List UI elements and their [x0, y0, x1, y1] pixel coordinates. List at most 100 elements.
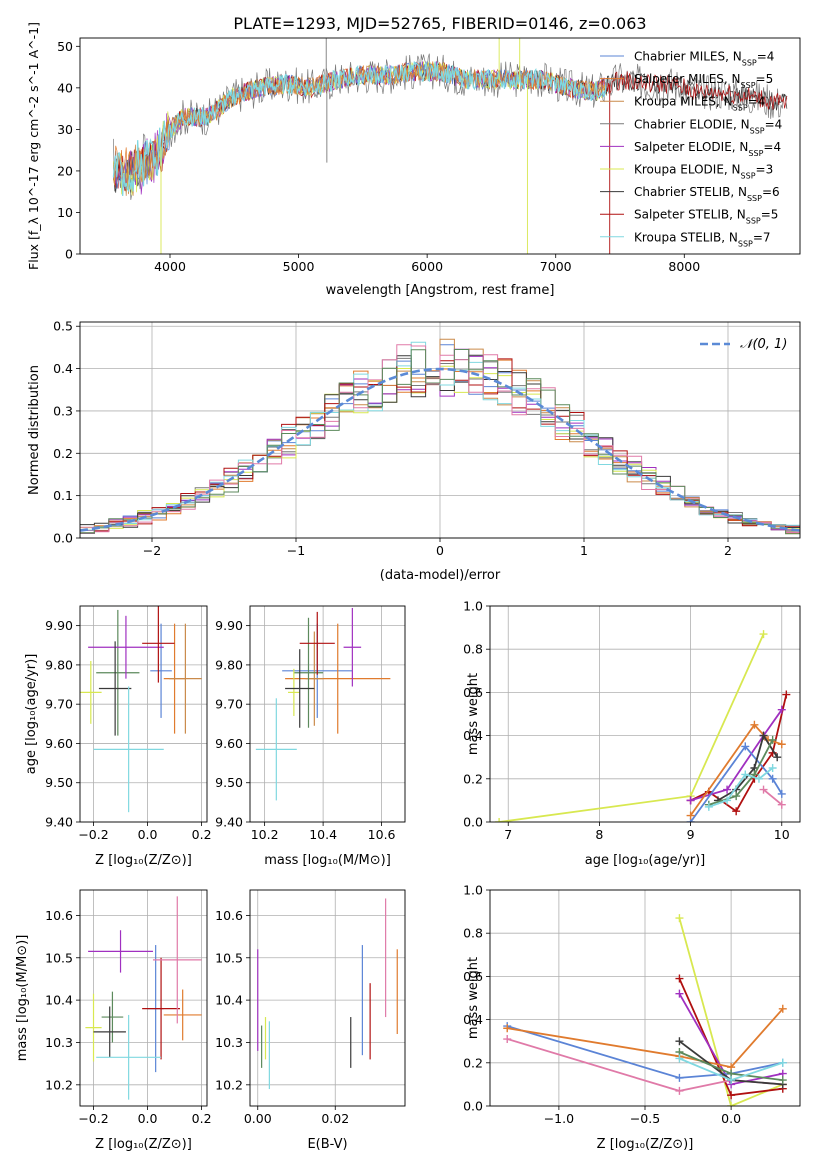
series-path — [498, 633, 765, 822]
data-point — [255, 698, 297, 801]
y-tick-label: 0.6 — [463, 969, 483, 984]
y-tick-label: 9.50 — [45, 775, 73, 790]
axes-frame — [489, 889, 801, 1107]
y-tick-label: 0.6 — [463, 685, 483, 700]
legend-entry: Salpeter ELODIE, NSSP=4 — [634, 140, 781, 158]
series-marker — [727, 1102, 736, 1106]
y-tick-label: 10.6 — [45, 908, 73, 923]
series-line — [759, 785, 786, 809]
y-tick-label: 9.40 — [45, 815, 73, 830]
y-tick-label: 0.2 — [53, 446, 73, 461]
data-point — [299, 611, 335, 675]
x-axis-label: wavelength [Angstrom, rest frame] — [326, 283, 555, 298]
series-path — [762, 788, 783, 806]
y-tick-label: 9.60 — [215, 736, 243, 751]
series-marker — [768, 735, 777, 744]
y-tick-label: 10.4 — [215, 993, 243, 1008]
x-tick-label: −0.2 — [78, 827, 108, 842]
y-tick-label: 10.2 — [215, 1077, 243, 1092]
y-axis-label: mass weight — [466, 673, 481, 755]
x-tick-label: 1 — [580, 543, 588, 558]
series-marker — [777, 789, 786, 798]
y-tick-label: 0.5 — [53, 319, 73, 334]
y-tick-label: 0.0 — [463, 815, 483, 830]
series-marker — [741, 742, 750, 751]
data-point — [293, 617, 324, 728]
data-point — [343, 607, 362, 687]
series-marker — [778, 1058, 787, 1067]
data-point — [93, 686, 164, 813]
y-tick-label: 50 — [57, 39, 73, 54]
y-axis-label: age [log₁₀(age/yr)] — [24, 654, 39, 775]
legend-entry: Kroupa STELIB, NSSP=7 — [634, 230, 771, 248]
panel-mass-vs-EBV: 0.00 0.02 10.2 10.3 10.4 10.5 10.6 E(B-V) — [215, 889, 406, 1152]
series-line — [713, 731, 782, 805]
legend-entry: Salpeter MILES, NSSP=5 — [634, 72, 773, 90]
data-point — [101, 991, 124, 1043]
x-tick-label: 0 — [436, 543, 444, 558]
series-marker — [723, 785, 732, 794]
x-axis-label: age [log₁₀(age/yr)] — [585, 853, 706, 868]
x-tick-label: −0.2 — [78, 1111, 108, 1126]
x-tick-label: 9 — [687, 827, 695, 842]
data-point — [96, 1014, 162, 1100]
data-point — [80, 660, 102, 724]
series-line — [675, 1048, 787, 1085]
y-tick-label: 9.70 — [215, 697, 243, 712]
series-marker — [759, 731, 768, 740]
x-tick-label: 10 — [774, 827, 790, 842]
x-axis-label: E(B-V) — [307, 1137, 347, 1152]
data-point — [96, 609, 140, 736]
series-path — [689, 723, 783, 817]
series-marker — [723, 796, 732, 805]
axes-frame — [79, 37, 801, 255]
x-axis-label: Z [log₁₀(Z/Z⊙)] — [597, 1137, 694, 1152]
legend-entry: 𝒩(0, 1) — [740, 337, 787, 352]
data-point — [142, 606, 175, 683]
y-tick-label: 0.8 — [463, 642, 483, 657]
series-marker — [675, 914, 684, 923]
y-axis-label: mass weight — [466, 957, 481, 1039]
series-marker — [768, 764, 777, 772]
series-marker — [675, 1037, 684, 1046]
series-line — [675, 1054, 787, 1085]
data-point — [169, 623, 202, 734]
series-marker — [773, 753, 782, 762]
y-tick-label: 9.50 — [215, 775, 243, 790]
panel-mass-vs-Z: −0.2 0.0 0.2 10.2 10.3 10.4 10.5 10.6 Z [log₁₀(Z… — [15, 889, 212, 1152]
series-line — [686, 742, 786, 822]
legend: 𝒩(0, 1) — [700, 337, 787, 352]
y-tick-label: 40 — [57, 80, 73, 95]
series-path — [708, 739, 774, 806]
x-tick-label: 0.2 — [192, 827, 212, 842]
series-marker — [768, 774, 777, 783]
x-tick-label: 0.0 — [138, 1111, 158, 1126]
series-marker — [754, 774, 763, 783]
series-marker — [782, 690, 791, 699]
series-marker — [777, 740, 786, 749]
y-tick-label: 0.1 — [53, 488, 73, 503]
y-tick-label: 20 — [57, 163, 73, 178]
data-point — [285, 623, 391, 734]
data-point — [152, 896, 202, 1024]
series-path — [690, 709, 783, 802]
data-point — [88, 930, 153, 973]
axes-frame — [79, 321, 801, 539]
legend-entry: Chabrier STELIB, NSSP=6 — [634, 185, 780, 203]
y-tick-label: 0.2 — [463, 1055, 483, 1070]
normal-curve — [79, 367, 801, 532]
x-tick-label: 0.0 — [721, 1111, 741, 1126]
y-tick-label: 10.4 — [45, 993, 73, 1008]
series-marker — [759, 630, 768, 639]
series-marker — [686, 796, 695, 805]
x-tick-label: 4000 — [154, 259, 186, 274]
x-tick-label: 0.0 — [138, 827, 158, 842]
series-marker — [759, 785, 768, 794]
x-axis-label: Z [log₁₀(Z/Z⊙)] — [95, 1137, 192, 1152]
series-marker — [778, 1076, 787, 1085]
y-tick-label: 10.2 — [45, 1077, 73, 1092]
y-tick-label: 9.90 — [215, 618, 243, 633]
series-marker — [777, 800, 786, 809]
y-tick-label: 0 — [65, 247, 73, 262]
y-tick-label: 10.5 — [45, 950, 73, 965]
